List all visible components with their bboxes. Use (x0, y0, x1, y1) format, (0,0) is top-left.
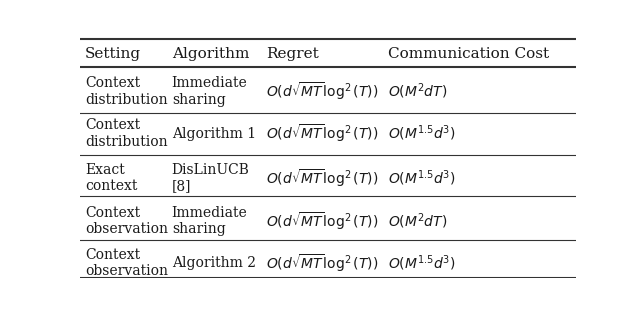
Text: DisLinUCB
[8]: DisLinUCB [8] (172, 163, 250, 193)
Text: Context
distribution: Context distribution (85, 76, 168, 107)
Text: Context
observation: Context observation (85, 248, 168, 278)
Text: Algorithm 2: Algorithm 2 (172, 256, 256, 270)
Text: Exact
context: Exact context (85, 163, 138, 193)
Text: Context
distribution: Context distribution (85, 119, 168, 149)
Text: Immediate
sharing: Immediate sharing (172, 76, 248, 107)
Text: $O(d\sqrt{MT}\log^2(T))$: $O(d\sqrt{MT}\log^2(T))$ (266, 252, 378, 274)
Text: $O(d\sqrt{MT}\log^2(T))$: $O(d\sqrt{MT}\log^2(T))$ (266, 80, 378, 102)
Text: Regret: Regret (266, 47, 319, 61)
Text: $O(d\sqrt{MT}\log^2(T))$: $O(d\sqrt{MT}\log^2(T))$ (266, 123, 378, 144)
Text: $O(M^2dT)$: $O(M^2dT)$ (388, 82, 447, 101)
Text: Algorithm 1: Algorithm 1 (172, 127, 256, 140)
Text: $O(M^{1.5}d^3)$: $O(M^{1.5}d^3)$ (388, 253, 455, 273)
Text: $O(M^{1.5}d^3)$: $O(M^{1.5}d^3)$ (388, 124, 455, 143)
Text: $O(M^2dT)$: $O(M^2dT)$ (388, 212, 447, 231)
Text: $O(d\sqrt{MT}\log^2(T))$: $O(d\sqrt{MT}\log^2(T))$ (266, 167, 378, 189)
Text: Immediate
sharing: Immediate sharing (172, 206, 248, 236)
Text: Algorithm: Algorithm (172, 47, 249, 61)
Text: Setting: Setting (85, 47, 141, 61)
Text: $O(d\sqrt{MT}\log^2(T))$: $O(d\sqrt{MT}\log^2(T))$ (266, 210, 378, 232)
Text: Communication Cost: Communication Cost (388, 47, 548, 61)
Text: $O(M^{1.5}d^3)$: $O(M^{1.5}d^3)$ (388, 168, 455, 188)
Text: Context
observation: Context observation (85, 206, 168, 236)
